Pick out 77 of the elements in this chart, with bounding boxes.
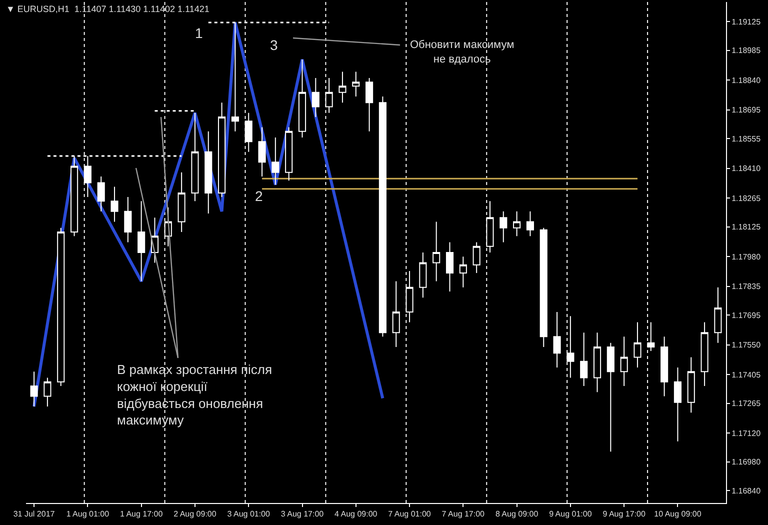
candlestick: [258, 126, 266, 178]
x-tick-label: 1 Aug 01:00: [66, 510, 110, 519]
candlestick: [138, 200, 146, 282]
x-tick-label: 4 Aug 09:00: [334, 510, 378, 519]
annotation: 3: [270, 37, 278, 53]
candlestick: [593, 332, 602, 393]
candlestick: [30, 371, 38, 407]
candlestick: [674, 366, 682, 442]
annotation: В рамках зростання після кожної корекції відбувається оновлення максимуму: [117, 362, 272, 428]
annotation: Обновити максимум не вдалось: [410, 39, 514, 66]
candlestick: [338, 71, 346, 104]
candlestick: [272, 137, 280, 186]
candlestick: [459, 256, 467, 288]
candlestick: [432, 221, 440, 282]
candlestick: [366, 77, 374, 132]
candlestick: [97, 176, 105, 212]
candlestick: [606, 342, 614, 452]
candlestick: [540, 227, 548, 348]
candlestick: [419, 252, 427, 298]
x-tick-label: 9 Aug 17:00: [602, 510, 646, 519]
x-tick-label: 3 Aug 17:00: [280, 510, 324, 519]
y-tick-label: 1.17835: [732, 282, 762, 292]
candlestick: [218, 102, 226, 198]
y-tick-label: 1.17550: [732, 340, 762, 350]
x-tick-label: 1 Aug 17:00: [120, 510, 164, 519]
x-tick-label: 7 Aug 01:00: [388, 510, 432, 519]
y-tick-label: 1.17120: [732, 428, 762, 438]
y-tick-label: 1.18840: [732, 76, 762, 85]
x-tick-label: 2 Aug 09:00: [174, 510, 217, 519]
annotation: 2: [255, 188, 263, 204]
candlestick: [298, 58, 306, 138]
candlestick: [580, 332, 588, 386]
candlestick: [500, 210, 508, 243]
y-tick-label: 1.18125: [732, 222, 762, 232]
candlestick: [285, 126, 293, 182]
x-tick-label: 10 Aug 09:00: [654, 510, 702, 519]
candlestick: [312, 77, 320, 118]
x-tick-label: 8 Aug 09:00: [495, 510, 539, 519]
candlestick: [178, 172, 186, 232]
candlestick: [110, 186, 118, 222]
candlestick: [660, 336, 668, 397]
candlestick: [352, 71, 360, 97]
candlestick: [714, 286, 722, 344]
candlestick: [204, 130, 212, 214]
candlestick: [124, 196, 132, 243]
y-tick-label: 1.17405: [732, 370, 762, 380]
candlestick: [392, 280, 400, 348]
candlestick: [620, 336, 628, 386]
y-tick-label: 1.17695: [732, 310, 762, 320]
candlestick: [472, 242, 480, 274]
candlestick: [687, 356, 695, 414]
candlestick: [700, 322, 708, 386]
y-tick-label: 1.17265: [732, 399, 762, 408]
x-tick-label: 7 Aug 17:00: [442, 510, 486, 519]
x-tick-label: 9 Aug 01:00: [549, 510, 592, 519]
candlestick: [634, 322, 642, 368]
y-tick-label: 1.19125: [732, 17, 762, 26]
y-tick-label: 1.18695: [732, 106, 762, 115]
x-tick-label: 31 Jul 2017: [13, 510, 56, 519]
candlestick: [446, 242, 454, 292]
y-tick-label: 1.17980: [732, 252, 762, 262]
y-tick-label: 1.18265: [732, 194, 762, 203]
y-tick-label: 1.16980: [732, 458, 762, 467]
y-tick-label: 1.16840: [732, 486, 762, 496]
candlestick: [57, 227, 65, 386]
y-tick-label: 1.18985: [732, 46, 762, 56]
candlestick: [553, 312, 561, 368]
candlestick: [378, 96, 386, 338]
candlestick: [44, 377, 52, 407]
x-tick-label: 3 Aug 01:00: [227, 510, 271, 519]
annotation: ▼ EURUSD,H1 1.11407 1.11430 1.11402 1.11421: [6, 4, 210, 14]
annotation: 1: [195, 25, 203, 41]
y-tick-label: 1.18555: [732, 134, 762, 144]
candlestick: [526, 210, 534, 237]
candlestick: [191, 112, 199, 202]
y-tick-label: 1.18410: [732, 164, 762, 174]
candlestick: [513, 210, 521, 237]
